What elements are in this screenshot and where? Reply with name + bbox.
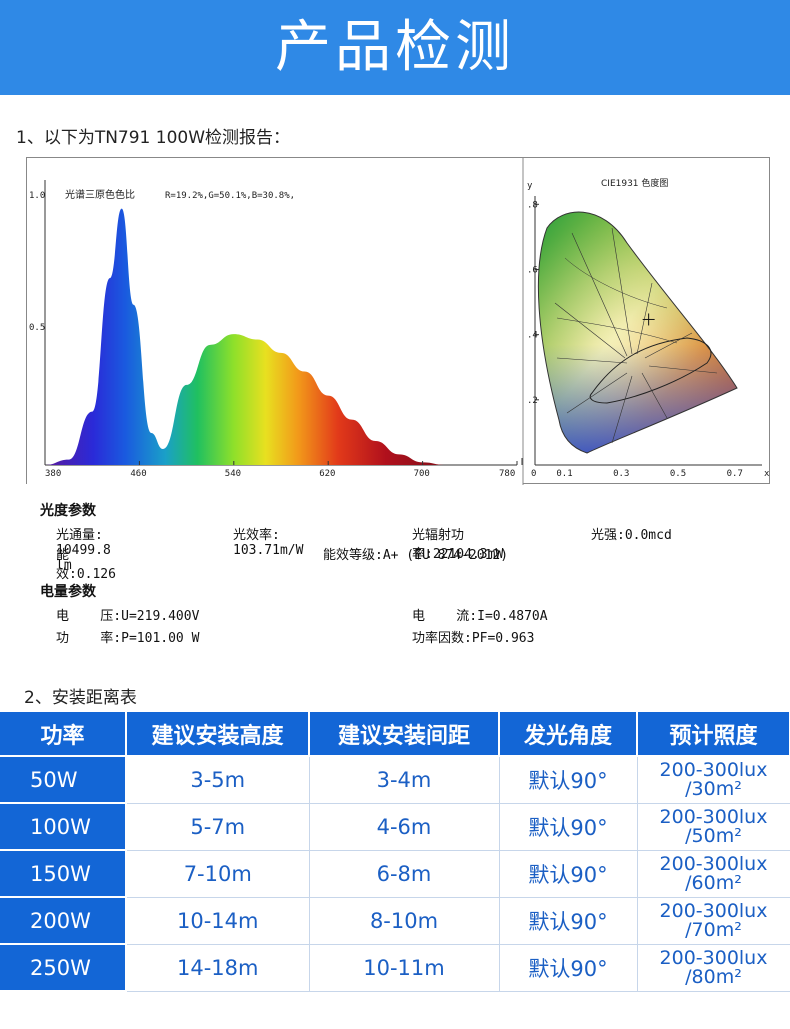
cell-angle: 默认90° <box>498 896 638 945</box>
cell-illuminance: 200-300lux/60m² <box>636 849 790 898</box>
spectrum-curve <box>45 208 447 465</box>
radiant-power: 光辐射功率:22104.3mW <box>412 528 504 562</box>
lux-area: /30m² <box>685 777 742 800</box>
cell-height: 10-14m <box>125 896 310 945</box>
cie-chromaticity-point <box>642 313 655 326</box>
cell-spacing: 4-6m <box>308 802 500 851</box>
page-banner-title: 产品检测 <box>0 0 790 95</box>
power: 功 率:P=101.00 W <box>56 631 200 646</box>
table-row: 250W 14-18m 10-11m 默认90° 200-300lux/80m² <box>0 943 790 992</box>
cie-diagram <box>537 211 738 454</box>
spectrum-y-tick-2: 0.5 <box>29 323 45 333</box>
table-header-row: 功率 建议安装高度 建议安装间距 发光角度 预计照度 <box>0 712 790 757</box>
power-factor: 功率因数:PF=0.963 <box>412 631 535 646</box>
cie-ticks: .8 .6 .4 .2 0 0.1 0.3 0.5 0.7 x <box>527 200 770 479</box>
cell-angle: 默认90° <box>498 943 638 992</box>
cell-angle: 默认90° <box>498 755 638 804</box>
cie-y-tick-label: .2 <box>527 396 538 406</box>
lux-area: /60m² <box>685 871 742 894</box>
cie-title: CIE1931 色度图 <box>601 177 668 189</box>
luminous-efficacy: 光效率: 103.71m/W <box>233 528 304 558</box>
cie-x-tick-label: 0 <box>531 469 536 479</box>
current: 电 流:I=0.4870A <box>412 609 548 624</box>
cell-illuminance: 200-300lux/50m² <box>636 802 790 851</box>
cell-angle: 默认90° <box>498 849 638 898</box>
header-power: 功率 <box>0 712 127 757</box>
test-report-figure: 1.0 0.5 光谱三原色色比 R=19.2%,G=50.1%,B=30.8%,… <box>26 157 770 485</box>
section-title-report: 1、以下为TN791 100W检测报告： <box>16 128 291 148</box>
cell-angle: 默认90° <box>498 802 638 851</box>
header-angle: 发光角度 <box>499 712 638 757</box>
spectrum-title: 光谱三原色色比 <box>65 188 135 201</box>
cell-height: 14-18m <box>125 943 310 992</box>
luminous-flux: 光通量: 10499.8 lm <box>56 528 111 573</box>
cell-power: 200W <box>0 897 127 945</box>
voltage: 电 压:U=219.400V <box>56 609 200 624</box>
cell-power: 250W <box>0 944 127 992</box>
header-height: 建议安装高度 <box>126 712 310 757</box>
header-spacing: 建议安装间距 <box>309 712 500 757</box>
cie-x-tick-label: x <box>764 469 770 479</box>
spectrum-x-tick-label: 540 <box>225 469 241 479</box>
cell-illuminance: 200-300lux/80m² <box>636 943 790 992</box>
lux-value: 200-300lux <box>659 946 768 969</box>
cie-y-tick-label: .4 <box>527 331 538 341</box>
cie-y-tick-label: .6 <box>527 265 538 275</box>
lux-value: 200-300lux <box>659 758 768 781</box>
cie-x-tick-label: 0.7 <box>727 469 743 479</box>
install-distance-table: 功率 建议安装高度 建议安装间距 发光角度 预计照度 50W 3-5m 3-4m… <box>0 712 790 992</box>
cell-power: 150W <box>0 850 127 898</box>
spectrum-x-tick-label: 460 <box>130 469 146 479</box>
cell-power: 50W <box>0 756 127 804</box>
cell-illuminance: 200-300lux/30m² <box>636 755 790 804</box>
cell-spacing: 10-11m <box>308 943 500 992</box>
cie-x-tick-label: 0.3 <box>613 469 629 479</box>
cell-power: 100W <box>0 803 127 851</box>
spectrum-x-tick-label: 380 <box>45 469 61 479</box>
cell-height: 3-5m <box>125 755 310 804</box>
spectrum-x-ticks: 380 460 540 620 700 780 <box>44 461 518 479</box>
cie-x-tick-label: 0.1 <box>556 469 572 479</box>
cell-spacing: 3-4m <box>308 755 500 804</box>
photometric-params: 光度参数 光通量: 10499.8 lm 光效率: 103.71m/W 光辐射功… <box>40 500 672 582</box>
spectrum-x-tick-label: 780 <box>499 469 515 479</box>
spectrum-x-tick-label: 700 <box>414 469 430 479</box>
cell-illuminance: 200-300lux/70m² <box>636 896 790 945</box>
lux-value: 200-300lux <box>659 899 768 922</box>
cie-y-tick-label: .8 <box>527 200 538 210</box>
electrical-title: 电量参数 <box>40 584 96 600</box>
report-charts: 1.0 0.5 光谱三原色色比 R=19.2%,G=50.1%,B=30.8%,… <box>27 158 770 485</box>
lux-value: 200-300lux <box>659 805 768 828</box>
section-title-install: 2、安装距离表 <box>24 688 137 708</box>
spectrum-rgb-ratio: R=19.2%,G=50.1%,B=30.8%, <box>165 191 295 201</box>
lux-area: /80m² <box>685 965 742 988</box>
energy-efficiency: 能效:0.126 <box>56 548 116 582</box>
cie-y-axis-label: y <box>527 181 533 191</box>
cell-height: 5-7m <box>125 802 310 851</box>
lux-area: /50m² <box>685 824 742 847</box>
spectrum-y-tick-1: 1.0 <box>29 191 45 201</box>
energy-class: 能效等级:A+ (EU 874-2012) <box>323 548 509 563</box>
cell-spacing: 8-10m <box>308 896 500 945</box>
cell-spacing: 6-8m <box>308 849 500 898</box>
cie-x-tick-label: 0.5 <box>670 469 686 479</box>
table-row: 100W 5-7m 4-6m 默认90° 200-300lux/50m² <box>0 802 790 851</box>
electrical-params: 电量参数 电 压:U=219.400V 电 流:I=0.4870A 功 率:P=… <box>40 581 548 647</box>
lux-area: /70m² <box>685 918 742 941</box>
spectrum-x-tick-label: 620 <box>319 469 335 479</box>
cell-height: 7-10m <box>125 849 310 898</box>
table-row: 50W 3-5m 3-4m 默认90° 200-300lux/30m² <box>0 755 790 804</box>
lux-value: 200-300lux <box>659 852 768 875</box>
table-row: 150W 7-10m 6-8m 默认90° 200-300lux/60m² <box>0 849 790 898</box>
header-illuminance: 预计照度 <box>637 712 790 757</box>
table-row: 200W 10-14m 8-10m 默认90° 200-300lux/70m² <box>0 896 790 945</box>
photometric-title: 光度参数 <box>40 503 96 519</box>
luminous-intensity: 光强:0.0mcd <box>591 528 672 543</box>
